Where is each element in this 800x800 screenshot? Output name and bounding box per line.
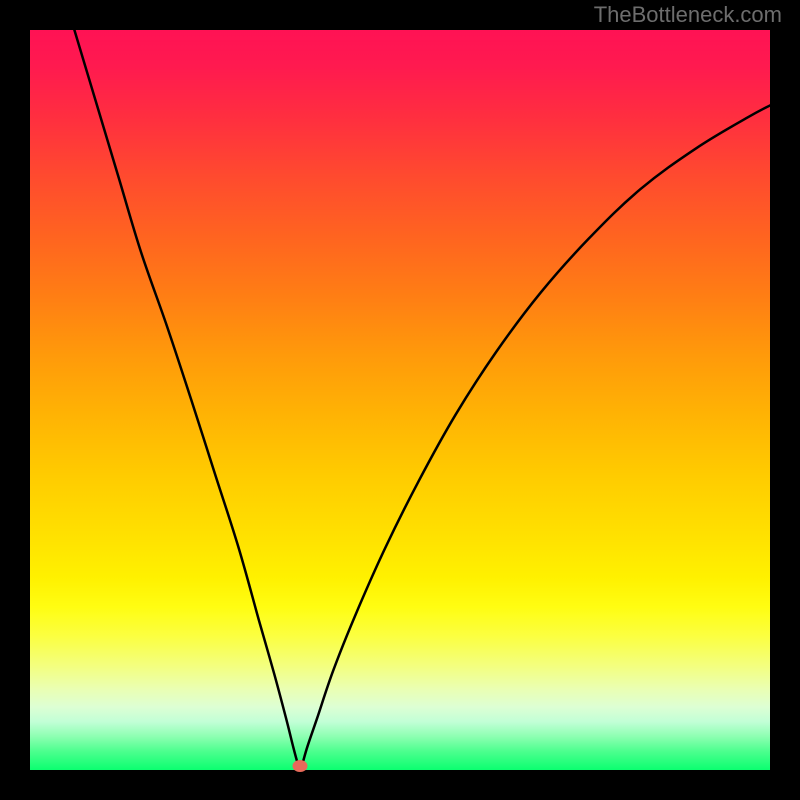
watermark-text: TheBottleneck.com <box>594 2 782 28</box>
plot-area <box>30 30 770 770</box>
optimal-point-marker <box>293 760 308 772</box>
bottleneck-curve <box>30 30 770 770</box>
